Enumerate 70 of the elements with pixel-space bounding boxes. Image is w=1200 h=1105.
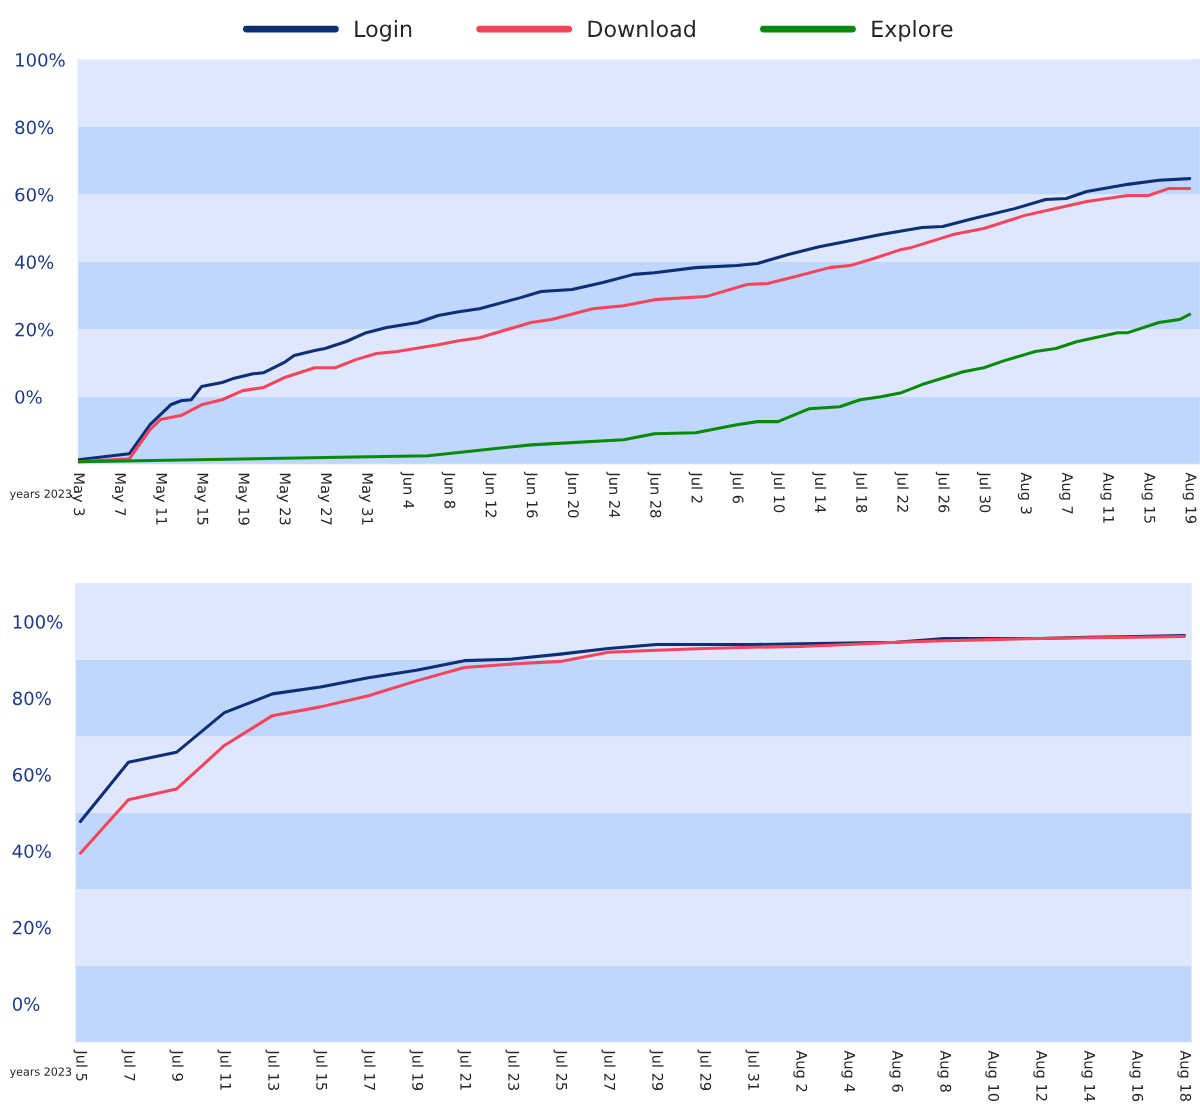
x-tick-label: May 7 — [112, 473, 126, 516]
x-tick-label: Jul 15 — [313, 1049, 328, 1090]
x-tick-label: Aug 16 — [1129, 1050, 1144, 1102]
x-tick-label: Aug 10 — [985, 1050, 1000, 1102]
y-tick-label: 100% — [16, 53, 65, 67]
x-tick-label: Aug 3 — [1017, 472, 1032, 514]
x-tick-label: Jul 2 — [688, 471, 703, 503]
x-tick-label: Aug 6 — [889, 1050, 904, 1092]
y-tick-label: 60% — [12, 767, 51, 782]
y-tick-label: 80% — [15, 120, 54, 135]
x-tick-label: Jul 29 — [649, 1049, 664, 1091]
x-tick-label: Jul 22 — [894, 471, 909, 512]
x-tick-label: Jul 19 — [409, 1049, 424, 1091]
y-tick-label: 40% — [12, 844, 51, 859]
x-tick-label: Aug 12 — [1033, 1050, 1048, 1101]
x-tick-label: May 31 — [359, 473, 374, 525]
y-tick-label: 40% — [14, 255, 54, 269]
y-tick-label: 60% — [15, 187, 54, 202]
x-tick-label: Jul 13 — [265, 1049, 280, 1090]
x-tick-label: Jul 21 — [457, 1049, 472, 1090]
x-tick-label: Jul 26 — [935, 471, 950, 513]
x-tick-label: Jul 7 — [121, 1049, 136, 1081]
x-tick-label: Aug 19 — [1182, 472, 1197, 524]
x-tick-label: Jul 18 — [853, 471, 868, 513]
legend-label: Login — [355, 20, 412, 42]
x-tick-label: Jul 11 — [217, 1049, 232, 1090]
x-tick-label: Jul 23 — [505, 1049, 520, 1090]
y-tick-label: 20% — [13, 920, 51, 935]
y-tick-label: 100% — [13, 615, 63, 629]
x-tick-label: Jun 20 — [565, 471, 579, 518]
text: years 2023 — [9, 489, 72, 501]
x-tick-label: Aug 7 — [1059, 472, 1073, 514]
y-tick-label: 0% — [15, 390, 42, 404]
legend-label: Explore — [872, 20, 953, 42]
x-tick-label: May 27 — [317, 473, 332, 525]
x-tick-label: Jul 30 — [976, 471, 991, 513]
x-tick-label: Jul 10 — [771, 471, 786, 513]
x-tick-label: Aug 11 — [1100, 472, 1114, 523]
x-tick-label: Jul 14 — [812, 471, 827, 513]
x-tick-label: Aug 8 — [937, 1050, 952, 1092]
x-tick-label: May 19 — [235, 473, 250, 525]
x-tick-label: Jul 25 — [553, 1049, 568, 1090]
x-tick-label: Jul 27 — [601, 1049, 616, 1090]
x-tick-label: May 23 — [276, 473, 291, 525]
x-tick-label: Aug 4 — [841, 1050, 856, 1092]
x-tick-label: Jul 17 — [361, 1049, 376, 1090]
x-tick-label: May 11 — [153, 473, 167, 525]
legend-label: Download — [588, 20, 695, 38]
x-tick-label: Jun 12 — [482, 471, 497, 517]
x-tick-label: Jul 6 — [729, 471, 744, 504]
y-tick-label: 80% — [12, 691, 51, 706]
x-tick-label: Aug 18 — [1177, 1050, 1192, 1102]
x-tick-label: May 3 — [70, 473, 85, 516]
text: years 2023 — [9, 1067, 72, 1078]
x-tick-label: Jun 16 — [523, 471, 538, 518]
x-tick-label: Jul 9 — [169, 1049, 184, 1081]
x-tick-label: Jul 5 — [73, 1049, 88, 1081]
y-tick-label: 0% — [12, 997, 40, 1011]
x-tick-label: Jun 24 — [606, 471, 621, 518]
x-tick-label: Aug 2 — [793, 1050, 808, 1092]
y-tick-label: 20% — [15, 322, 54, 337]
x-tick-label: Jul 29 — [697, 1049, 712, 1091]
x-tick-label: Jun 4 — [400, 471, 414, 509]
x-tick-label: Aug 15 — [1141, 472, 1156, 523]
x-tick-label: Jul 31 — [745, 1049, 760, 1090]
x-tick-label: Aug 14 — [1081, 1050, 1096, 1102]
x-tick-label: Jun 28 — [647, 471, 662, 518]
x-tick-label: Jun 8 — [441, 471, 456, 509]
x-tick-label: May 15 — [194, 473, 209, 525]
line-series — [78, 312, 1192, 464]
